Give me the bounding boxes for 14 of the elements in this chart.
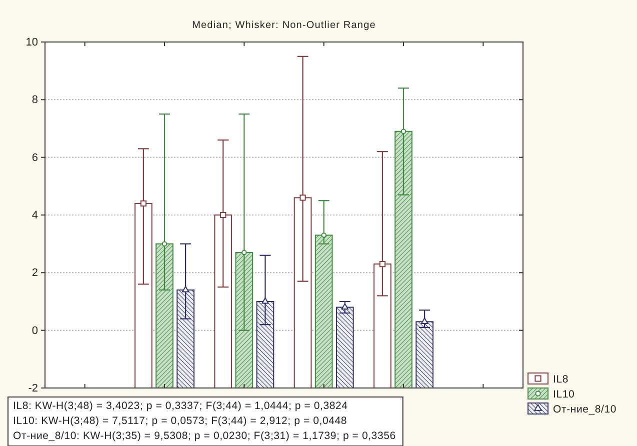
chart-title: Median; Whisker: Non-Outlier Range: [192, 20, 376, 31]
legend-label: От-ние_8/10: [553, 404, 617, 416]
y-tick-label: 0: [32, 324, 38, 337]
text: IL8: KW-H(3;48) = 3,4023; p = 0,3337; F(3;44) = 1,0444; p = 0,3824: [13, 400, 348, 412]
legend-label: IL10: [553, 388, 575, 400]
y-tick-label: 8: [32, 94, 38, 106]
y-tick-label: 6: [32, 152, 38, 164]
y-tick-label: 2: [32, 267, 38, 280]
y-tick-label: 10: [26, 36, 38, 49]
y-tick-label: 4: [32, 210, 38, 222]
text: IL10: KW-H(3;48) = 7,5117; p = 0,0573; F(3;44) = 2,912; p = 0,0448: [13, 415, 348, 427]
legend-label: IL8: [553, 374, 568, 386]
text: От-ние_8/10: KW-H(3;35) = 9,5308; p = 0,0230; F(3;31) = 1,1739; p = 0,3356: [13, 430, 396, 442]
y-tick-label: -2: [28, 382, 38, 395]
